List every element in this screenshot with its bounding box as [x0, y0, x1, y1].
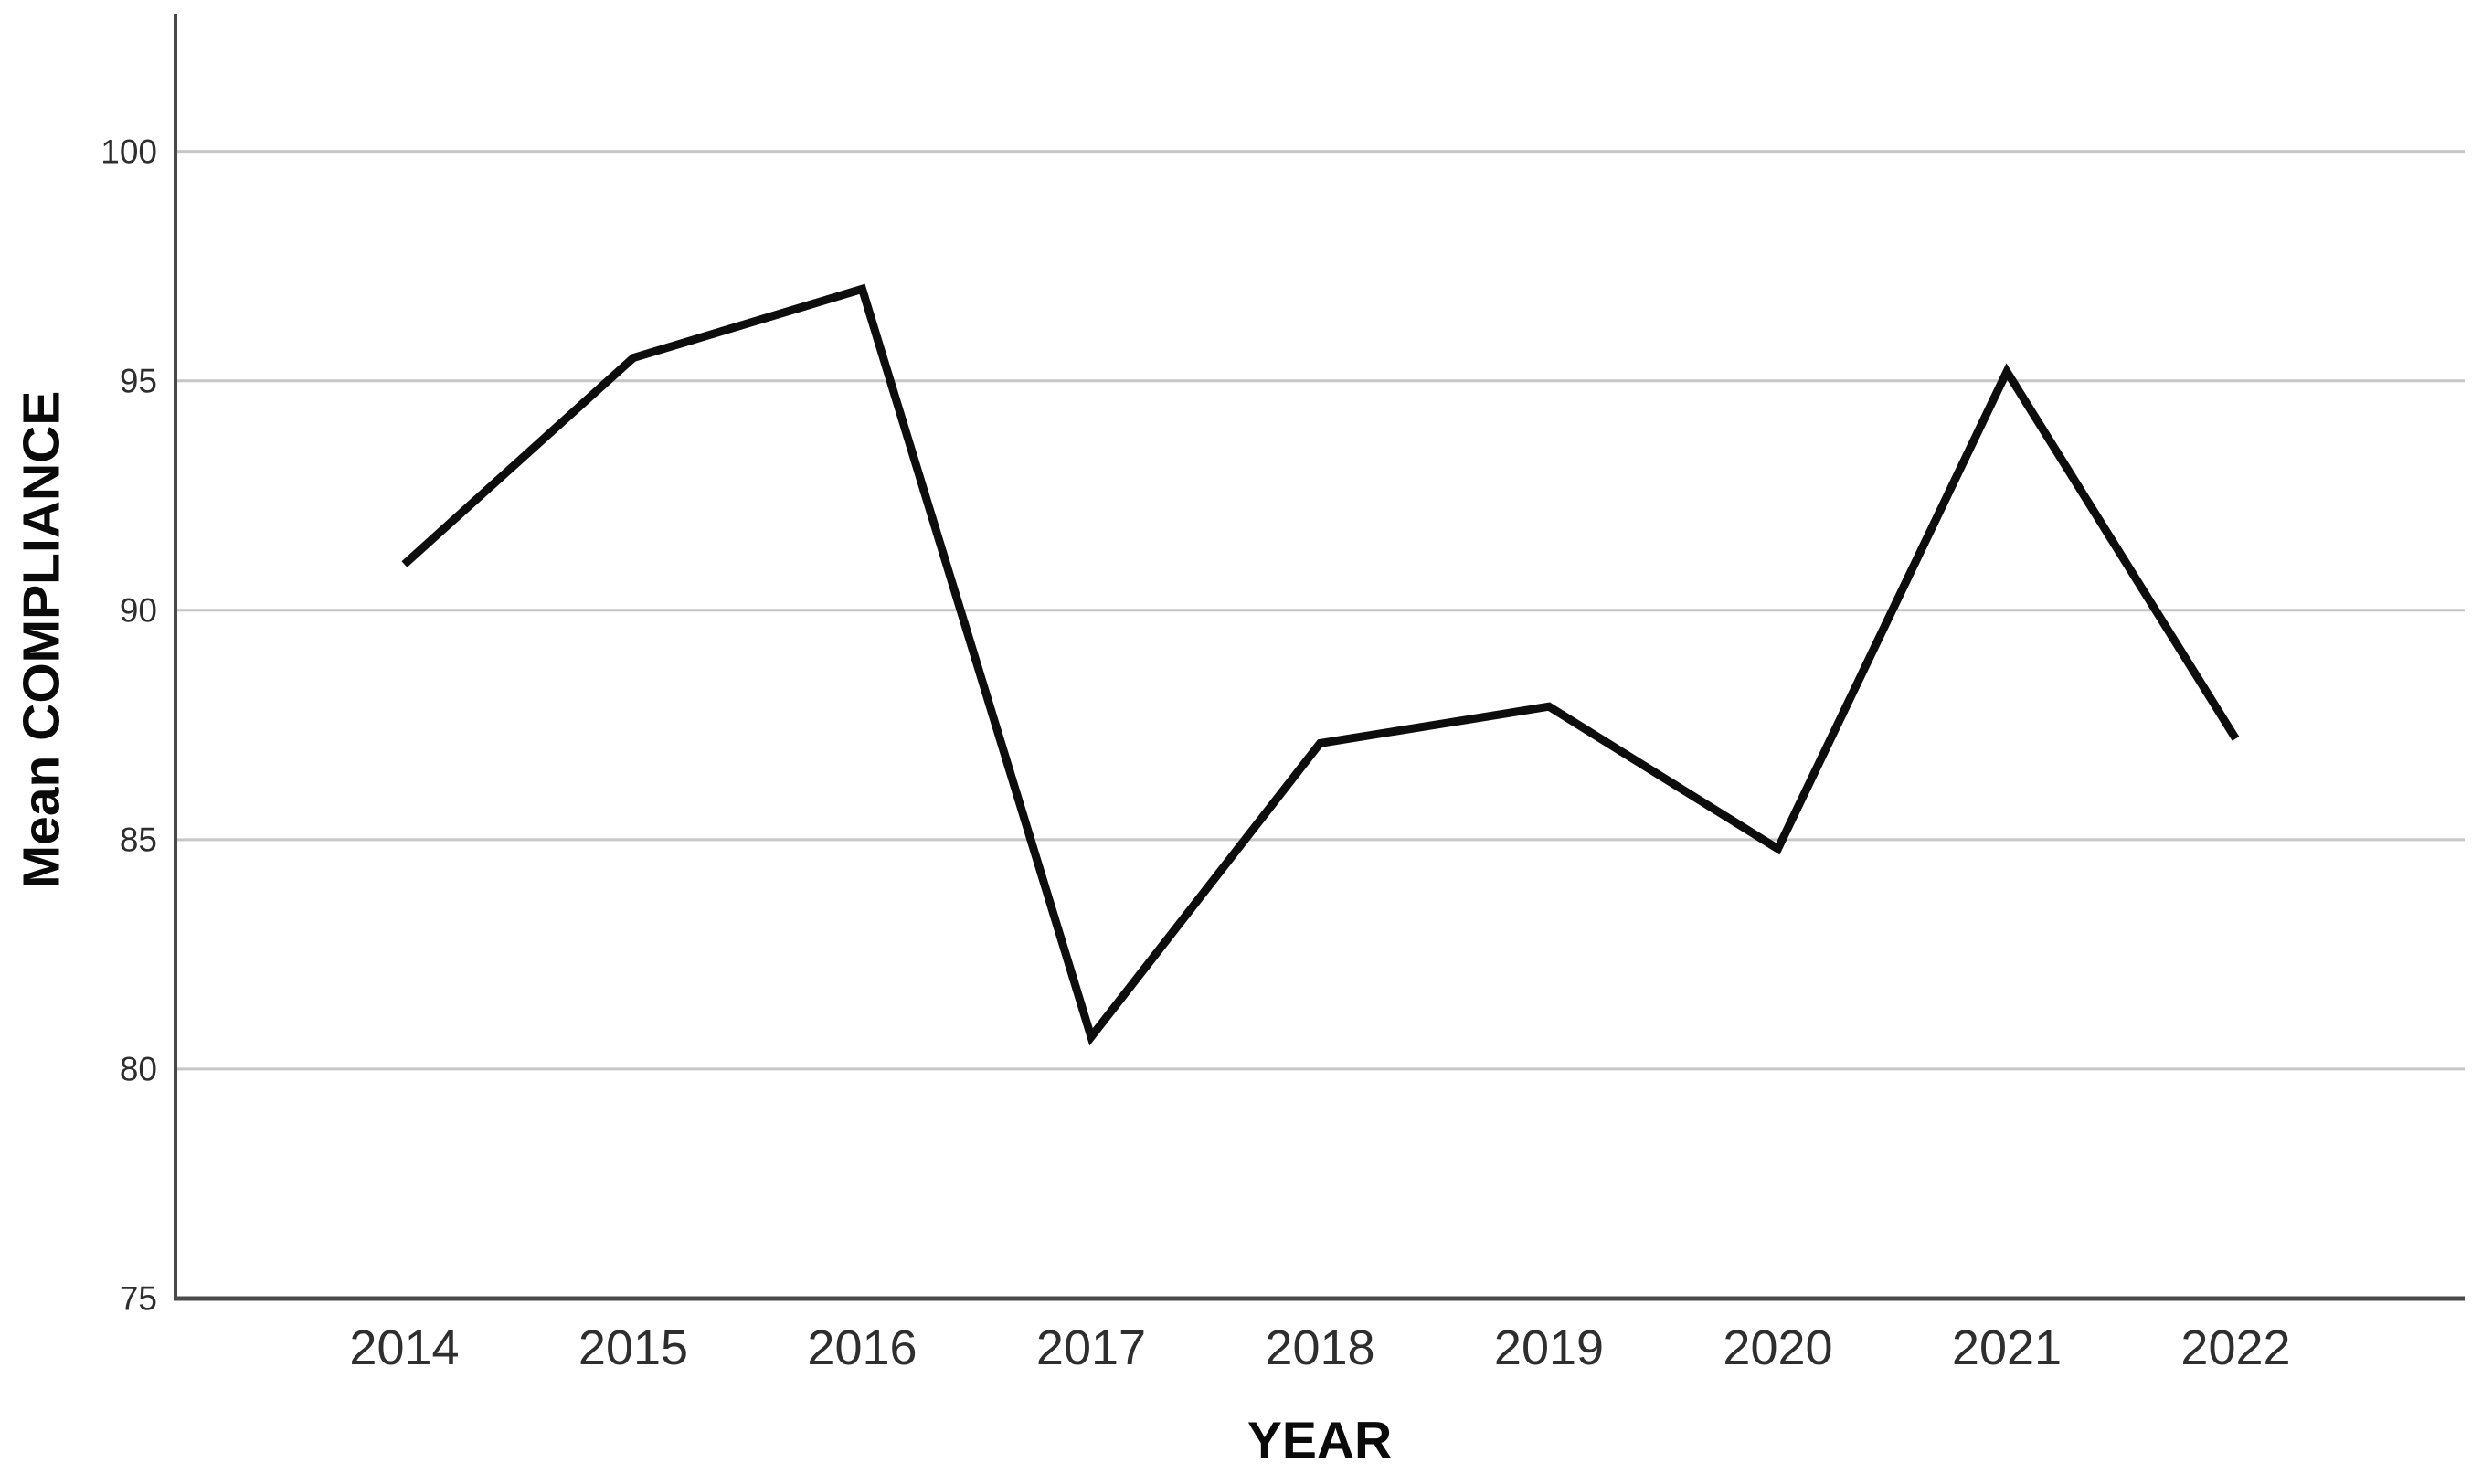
x-tick-label: 2020: [1723, 1320, 1833, 1375]
x-tick-label: 2016: [807, 1320, 917, 1375]
x-tick-label: 2014: [349, 1320, 460, 1375]
y-tick-label: 100: [101, 132, 157, 171]
y-tick-label: 90: [119, 591, 157, 630]
x-tick-label: 2017: [1035, 1320, 1147, 1375]
x-tick-label: 2022: [2180, 1320, 2291, 1375]
y-tick-label: 85: [119, 821, 157, 859]
y-tick-label: 80: [119, 1050, 157, 1088]
y-tick-label: 75: [119, 1279, 157, 1318]
x-tick-label: 2021: [1951, 1320, 2063, 1375]
x-tick-label: 2019: [1493, 1320, 1605, 1375]
y-axis-title: Mean COMPLIANCE: [12, 390, 71, 889]
x-tick-label: 2018: [1265, 1320, 1375, 1375]
y-tick-label: 95: [119, 362, 157, 400]
x-tick-label: 2015: [578, 1320, 689, 1375]
mean-compliance-line: [401, 283, 2240, 1046]
x-axis-title: YEAR: [1246, 1411, 1393, 1470]
